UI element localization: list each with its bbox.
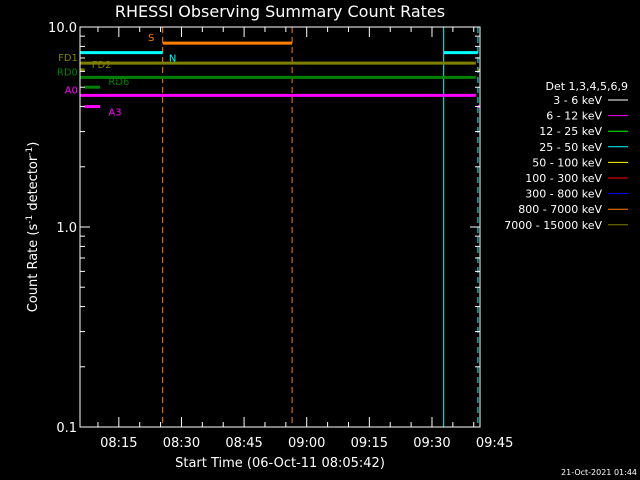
x-tick-label: 08:45 — [225, 436, 262, 451]
flag-label-rd0: RD0 — [57, 67, 78, 78]
y-axis-label-sup2: -1 — [25, 147, 35, 156]
legend-entry-label: 300 - 800 keV — [525, 188, 602, 201]
flag-label-rd6: RD6 — [108, 77, 129, 88]
flag-label-a3: A3 — [108, 108, 121, 119]
flag-bars: S N FD1 FD2 RD0 RD6 A0 A3 — [57, 33, 480, 119]
flag-label-fd1: FD1 — [58, 53, 78, 64]
legend-entry-label: 25 - 50 keV — [539, 141, 602, 154]
flag-label-n: N — [169, 54, 176, 65]
legend: Det 1,3,4,5,6,93 - 6 keV 6 - 12 keV 12 - 2… — [504, 80, 628, 232]
x-tick-label: 09:00 — [288, 436, 325, 451]
x-tick-label: 09:15 — [351, 436, 388, 451]
legend-entry-label: 6 - 12 keV — [546, 110, 602, 123]
x-axis-label: Start Time (06-Oct-11 08:05:42) — [175, 456, 385, 471]
chart-title: RHESSI Observing Summary Count Rates — [115, 2, 445, 21]
flag-label-fd2: FD2 — [92, 60, 112, 71]
y-tick-label: 0.1 — [56, 421, 77, 436]
legend-entry-label: 12 - 25 keV — [539, 125, 602, 138]
legend-header: Det 1,3,4,5,6,9 — [545, 80, 628, 93]
legend-entry-label: 50 - 100 keV — [532, 156, 602, 169]
x-tick-label: 09:30 — [413, 436, 450, 451]
legend-entry-label: 3 - 6 keV — [553, 94, 602, 107]
x-tick-label: 08:30 — [163, 436, 200, 451]
footer-timestamp: 21-Oct-2021 01:44 — [561, 468, 637, 477]
y-axis-label: Count Rate (s-1 detector-1) — [25, 142, 41, 313]
y-axis: 0.1 1.0 10.0 — [48, 21, 480, 436]
y-axis-label-mid: detector — [26, 155, 41, 215]
y-axis-label-main: Count Rate (s — [26, 224, 41, 313]
x-axis: 08:15 08:30 08:45 09:00 09:15 09:30 09:45 — [97, 27, 513, 451]
x-tick-label: 08:15 — [100, 436, 137, 451]
y-tick-label: 1.0 — [56, 221, 77, 236]
y-axis-label-end: ) — [26, 142, 41, 147]
legend-entry-label: 7000 - 15000 keV — [504, 219, 602, 232]
legend-entry-label: 800 - 7000 keV — [518, 203, 602, 216]
flag-label-s: S — [148, 33, 154, 44]
x-tick-label: 09:45 — [476, 436, 513, 451]
flag-label-a0: A0 — [65, 85, 78, 96]
y-tick-label: 10.0 — [48, 21, 77, 36]
legend-entry-label: 100 - 300 keV — [525, 172, 602, 185]
y-axis-label-sup1: -1 — [25, 215, 35, 224]
